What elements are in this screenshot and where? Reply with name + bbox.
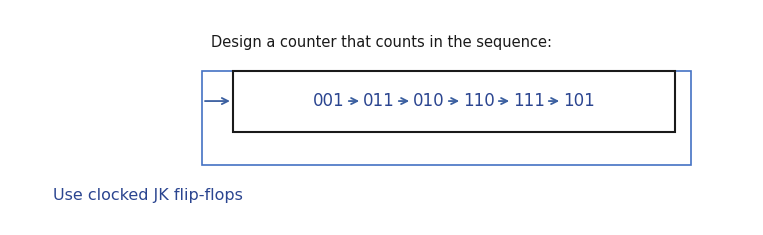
Text: 010: 010 (414, 92, 445, 110)
Text: 110: 110 (463, 92, 495, 110)
Text: 111: 111 (513, 92, 545, 110)
Text: Use clocked JK flip-flops: Use clocked JK flip-flops (53, 188, 243, 203)
Text: 101: 101 (563, 92, 595, 110)
Text: Design a counter that counts in the sequence:: Design a counter that counts in the sequ… (211, 35, 552, 50)
Bar (233, 70, 675, 132)
Text: 011: 011 (363, 92, 395, 110)
Text: 001: 001 (313, 92, 345, 110)
Bar (202, 70, 691, 164)
